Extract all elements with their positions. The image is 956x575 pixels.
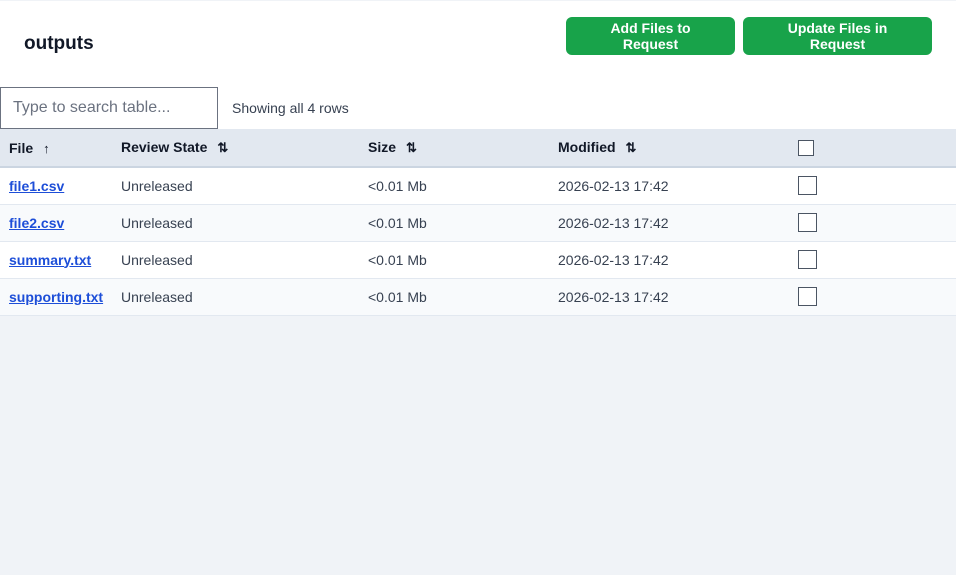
header-label: Size xyxy=(368,139,397,155)
file-link[interactable]: file1.csv xyxy=(9,177,65,194)
modified-cell: 2026-02-13 17:42 xyxy=(549,278,789,316)
file-cell: file1.csv xyxy=(0,167,112,205)
header-label: Modified xyxy=(558,139,616,155)
column-header-review-state[interactable]: Review State ⇅ xyxy=(112,129,359,168)
select-cell xyxy=(789,278,956,316)
sort-icon[interactable]: ⇅ xyxy=(406,140,417,155)
sort-icon[interactable]: ⇅ xyxy=(217,140,229,155)
header-label: File xyxy=(9,139,34,156)
row-count: Showing all 4 rows xyxy=(232,100,349,116)
row-checkbox[interactable] xyxy=(798,250,817,269)
review-state-cell: Unreleased xyxy=(112,167,359,205)
column-header-modified[interactable]: Modified ⇅ xyxy=(549,129,789,168)
file-link[interactable]: supporting.txt xyxy=(9,288,104,305)
table-row: file2.csv Unreleased <0.01 Mb 2026-02-13… xyxy=(0,204,956,242)
table-row: file1.csv Unreleased <0.01 Mb 2026-02-13… xyxy=(0,167,956,205)
size-cell: <0.01 Mb xyxy=(359,278,549,316)
page-title: outputs xyxy=(24,33,94,54)
file-cell: summary.txt xyxy=(0,241,112,279)
files-table: File ↑ Review State ⇅ Size ⇅ Modified ⇅ file… xyxy=(0,129,956,316)
modified-cell: 2026-02-13 17:42 xyxy=(549,241,789,279)
row-checkbox[interactable] xyxy=(798,213,817,232)
add-files-button[interactable]: Add Files to Request xyxy=(566,17,735,55)
file-link[interactable]: file2.csv xyxy=(9,214,65,231)
select-cell xyxy=(789,167,956,205)
sort-icon[interactable]: ⇅ xyxy=(625,140,637,155)
file-cell: supporting.txt xyxy=(0,278,112,316)
file-cell: file2.csv xyxy=(0,204,112,242)
update-files-button[interactable]: Update Files in Request xyxy=(743,17,932,55)
select-cell xyxy=(789,204,956,242)
select-cell xyxy=(789,241,956,279)
file-link[interactable]: summary.txt xyxy=(9,251,92,268)
size-cell: <0.01 Mb xyxy=(359,167,549,205)
row-checkbox[interactable] xyxy=(798,287,817,306)
header-label: Review State xyxy=(121,139,208,155)
modified-cell: 2026-02-13 17:42 xyxy=(549,167,789,205)
table-row: supporting.txt Unreleased <0.01 Mb 2026-… xyxy=(0,278,956,316)
size-cell: <0.01 Mb xyxy=(359,241,549,279)
column-header-file[interactable]: File ↑ xyxy=(0,129,112,168)
size-cell: <0.01 Mb xyxy=(359,204,549,242)
search-input[interactable] xyxy=(0,87,218,129)
review-state-cell: Unreleased xyxy=(112,204,359,242)
select-all-checkbox[interactable] xyxy=(798,140,814,157)
review-state-cell: Unreleased xyxy=(112,241,359,279)
modified-cell: 2026-02-13 17:42 xyxy=(549,204,789,242)
column-header-select xyxy=(789,129,956,168)
column-header-size[interactable]: Size ⇅ xyxy=(359,129,549,168)
arrow-up-icon[interactable]: ↑ xyxy=(43,140,50,156)
review-state-cell: Unreleased xyxy=(112,278,359,316)
table-row: summary.txt Unreleased <0.01 Mb 2026-02-… xyxy=(0,241,956,279)
row-checkbox[interactable] xyxy=(798,176,817,196)
